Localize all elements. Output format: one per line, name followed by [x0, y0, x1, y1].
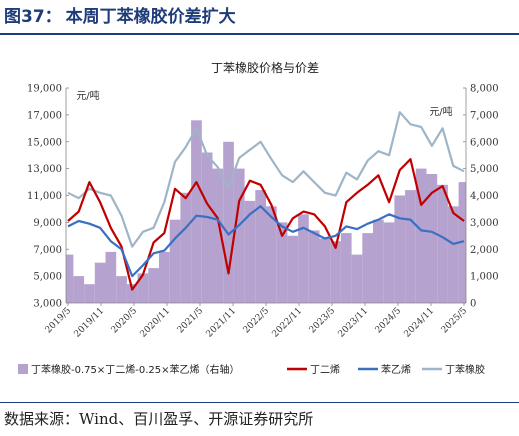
spread-area-bar [298, 214, 309, 303]
x-tick-label: 2024/5 [374, 306, 404, 336]
spread-area-bar [73, 276, 85, 303]
spread-area-bar [415, 168, 427, 303]
spread-area-bar [191, 120, 202, 304]
spread-area-bar [126, 284, 138, 303]
spread-area-bar [276, 222, 288, 303]
x-tick-label: 2019/11 [73, 306, 107, 340]
spread-area-bar [116, 276, 127, 303]
spread-area-bar [340, 233, 352, 303]
data-source: 数据来源：Wind、百川盈孚、开源证券研究所 [4, 410, 314, 428]
right-tick-label: 4,000 [470, 191, 499, 202]
chart-svg: 丁苯橡胶价格与价差 元/吨 元/吨 19,000 17,000 15,000 13,0… [18, 60, 499, 376]
spread-area-bar [94, 262, 106, 303]
legend-label-styrene: 苯乙烯 [381, 363, 411, 376]
spread-area-bar [308, 230, 320, 303]
spread-area-bar [212, 168, 224, 303]
sbr-line [67, 111, 465, 248]
x-tick-label: 2020/5 [110, 306, 140, 336]
spread-area-bar [233, 168, 245, 303]
axes-frame [65, 88, 467, 304]
x-tick-label: 2024/11 [403, 306, 437, 340]
spread-area-bar [394, 195, 406, 303]
spread-area-bar [373, 219, 384, 303]
right-tick-label: 6,000 [470, 137, 499, 148]
left-tick-label: 3,000 [33, 299, 62, 310]
left-tick-label: 17,000 [27, 110, 62, 121]
x-tick-label: 2020/11 [139, 306, 173, 340]
right-tick-label: 1,000 [470, 272, 499, 283]
styrene-line [67, 205, 465, 278]
left-tick-label: 11,000 [27, 191, 62, 202]
spread-area-bar [244, 200, 256, 303]
spread-area-bar [405, 190, 416, 303]
left-tick-label: 13,000 [27, 164, 62, 175]
left-tick-label: 9,000 [33, 218, 62, 229]
x-tick-label: 2023/11 [337, 306, 371, 340]
spread-area-bar [383, 222, 395, 303]
spread-area-bar [287, 235, 299, 303]
figure-title: 图37： 本周丁苯橡胶价差扩大 [4, 2, 515, 32]
spread-area-bar [105, 251, 117, 303]
price-lines-layer [67, 111, 465, 291]
legend: 丁苯橡胶-0.75×丁二烯-0.25×苯乙烯（右轴） 丁二烯 苯乙烯 丁苯橡胶 [18, 363, 485, 376]
figure-number: 图37： [4, 7, 62, 27]
spread-area-bar [330, 241, 341, 303]
chart-title: 丁苯橡胶价格与价差 [211, 60, 319, 75]
spread-area-bar [351, 254, 363, 303]
left-axis-unit: 元/吨 [76, 89, 99, 102]
right-tick-label: 2,000 [470, 245, 499, 256]
legend-swatch-spread [18, 364, 28, 374]
spread-area-bar [319, 238, 331, 303]
spread-area-bar [362, 233, 373, 303]
right-tick-label: 0 [470, 299, 476, 310]
spread-area-bar [137, 273, 149, 303]
spread-area-bar [447, 206, 459, 304]
x-tick-label: 2025/5 [440, 306, 470, 336]
figure-title-text: 本周丁苯橡胶价差扩大 [65, 7, 236, 27]
right-tick-label: 7,000 [470, 110, 499, 121]
x-tick-label: 2022/5 [242, 306, 272, 336]
legend-label-sbr: 丁苯橡胶 [445, 363, 485, 376]
spread-area-bar [180, 192, 192, 303]
spread-area-bar [84, 284, 95, 303]
x-tick-label: 2021/5 [176, 306, 206, 336]
left-tick-label: 19,000 [27, 84, 62, 95]
x-tick-label: 2023/5 [308, 306, 338, 336]
spread-area-bar [159, 251, 170, 303]
spread-area-bar [266, 206, 277, 304]
spread-area-bar [148, 268, 159, 303]
title-rule [0, 33, 519, 35]
legend-label-butadiene: 丁二烯 [310, 363, 340, 376]
left-tick-label: 15,000 [27, 137, 62, 148]
spread-area-bar [426, 174, 438, 303]
right-tick-label: 5,000 [470, 164, 499, 175]
right-tick-label: 3,000 [470, 218, 499, 229]
spread-area-bar [255, 190, 266, 303]
right-tick-label: 8,000 [470, 84, 499, 95]
x-tick-label: 2022/11 [271, 306, 305, 340]
spread-area-bar [66, 254, 74, 303]
legend-label-spread: 丁苯橡胶-0.75×丁二烯-0.25×苯乙烯（右轴） [31, 363, 240, 376]
right-axis-unit: 元/吨 [429, 105, 452, 118]
spread-area-bar [201, 152, 213, 303]
spread-area-bar [437, 184, 448, 304]
spread-area-bar [169, 219, 181, 303]
x-tick-label: 2021/11 [205, 306, 239, 340]
source-rule [0, 402, 519, 403]
x-tick-label: 2019/5 [44, 306, 74, 336]
left-tick-label: 5,000 [33, 272, 62, 283]
butadiene-line [67, 158, 465, 291]
left-tick-label: 7,000 [33, 245, 62, 256]
spread-area-bar [223, 141, 234, 304]
